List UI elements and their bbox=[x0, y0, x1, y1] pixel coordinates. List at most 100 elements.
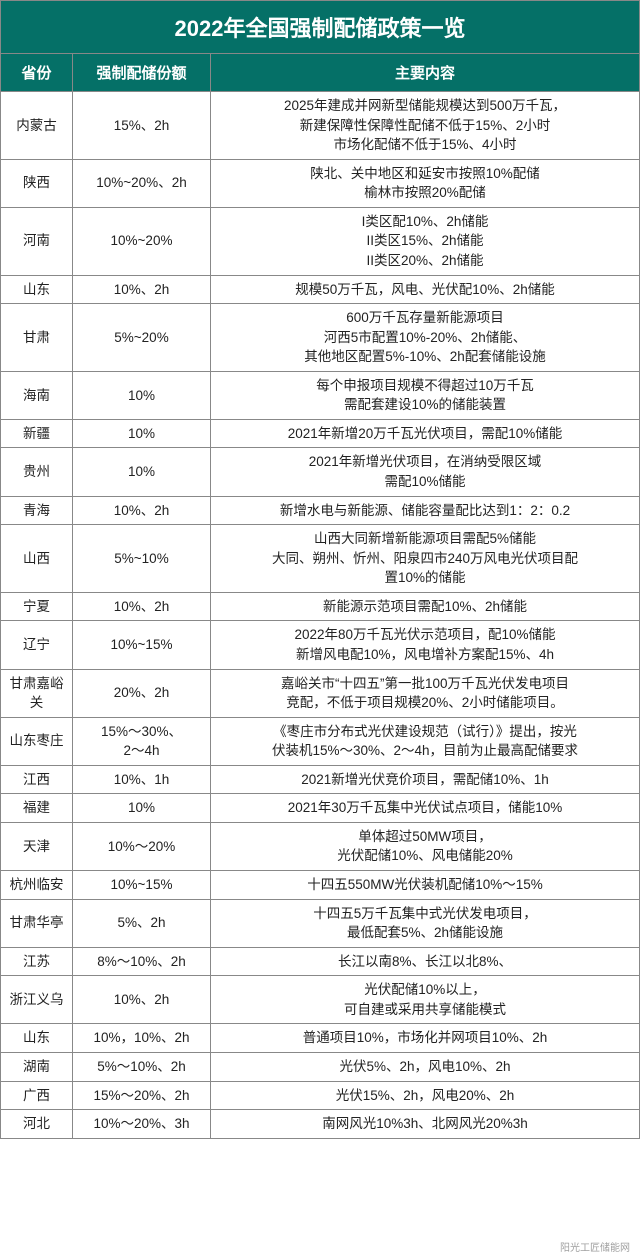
cell-desc: 2021年30万千瓦集中光伏试点项目，储能10% bbox=[211, 794, 640, 823]
cell-desc: 十四五5万千瓦集中式光伏发电项目，最低配套5%、2h储能设施 bbox=[211, 899, 640, 947]
cell-quota: 10% bbox=[73, 419, 211, 448]
cell-desc: 新增水电与新能源、储能容量配比达到1：2：0.2 bbox=[211, 496, 640, 525]
cell-province: 山东 bbox=[1, 275, 73, 304]
cell-desc: 新能源示范项目需配10%、2h储能 bbox=[211, 592, 640, 621]
cell-desc: 光伏配储10%以上，可自建或采用共享储能模式 bbox=[211, 976, 640, 1024]
cell-province: 河北 bbox=[1, 1110, 73, 1139]
cell-quota: 10%，10%、2h bbox=[73, 1024, 211, 1053]
cell-quota: 5%、2h bbox=[73, 899, 211, 947]
cell-desc: 2021年新增光伏项目，在消纳受限区域需配10%储能 bbox=[211, 448, 640, 496]
cell-province: 江苏 bbox=[1, 947, 73, 976]
cell-desc: 十四五550MW光伏装机配储10%～15% bbox=[211, 871, 640, 900]
table-row: 甘肃嘉峪关20%、2h嘉峪关市“十四五”第一批100万千瓦光伏发电项目竞配，不低… bbox=[1, 669, 640, 717]
cell-quota: 10%、2h bbox=[73, 592, 211, 621]
cell-province: 青海 bbox=[1, 496, 73, 525]
cell-province: 贵州 bbox=[1, 448, 73, 496]
cell-quota: 15%、2h bbox=[73, 92, 211, 160]
cell-province: 甘肃 bbox=[1, 304, 73, 372]
cell-province: 新疆 bbox=[1, 419, 73, 448]
cell-province: 天津 bbox=[1, 822, 73, 870]
policy-table: 2022年全国强制配储政策一览 省份 强制配储份额 主要内容 内蒙古15%、2h… bbox=[0, 0, 640, 1139]
cell-province: 山东枣庄 bbox=[1, 717, 73, 765]
cell-desc: 2025年建成并网新型储能规模达到500万千瓦，新建保障性保障性配储不低于15%… bbox=[211, 92, 640, 160]
cell-desc: 2022年80万千瓦光伏示范项目，配10%储能新增风电配10%，风电增补方案配1… bbox=[211, 621, 640, 669]
table-row: 陕西10%~20%、2h陕北、关中地区和延安市按照10%配储榆林市按照20%配储 bbox=[1, 159, 640, 207]
watermark-text: 阳光工匠储能网 bbox=[560, 1239, 630, 1254]
table-row: 山东10%，10%、2h普通项目10%，市场化并网项目10%、2h bbox=[1, 1024, 640, 1053]
table-row: 河北10%～20%、3h南网风光10%3h、北网风光20%3h bbox=[1, 1110, 640, 1139]
table-row: 福建10%2021年30万千瓦集中光伏试点项目，储能10% bbox=[1, 794, 640, 823]
cell-desc: 2021年新增20万千瓦光伏项目，需配10%储能 bbox=[211, 419, 640, 448]
table-row: 辽宁10%~15%2022年80万千瓦光伏示范项目，配10%储能新增风电配10%… bbox=[1, 621, 640, 669]
cell-desc: 陕北、关中地区和延安市按照10%配储榆林市按照20%配储 bbox=[211, 159, 640, 207]
cell-quota: 8%～10%、2h bbox=[73, 947, 211, 976]
table-row: 广西15%～20%、2h光伏15%、2h，风电20%、2h bbox=[1, 1081, 640, 1110]
cell-province: 辽宁 bbox=[1, 621, 73, 669]
title-row: 2022年全国强制配储政策一览 bbox=[1, 1, 640, 54]
cell-province: 内蒙古 bbox=[1, 92, 73, 160]
cell-desc: 光伏5%、2h，风电10%、2h bbox=[211, 1052, 640, 1081]
table-body: 内蒙古15%、2h2025年建成并网新型储能规模达到500万千瓦，新建保障性保障… bbox=[1, 92, 640, 1139]
table-row: 浙江义乌10%、2h光伏配储10%以上，可自建或采用共享储能模式 bbox=[1, 976, 640, 1024]
table-row: 贵州10%2021年新增光伏项目，在消纳受限区域需配10%储能 bbox=[1, 448, 640, 496]
cell-quota: 10%、2h bbox=[73, 275, 211, 304]
cell-quota: 20%、2h bbox=[73, 669, 211, 717]
cell-quota: 15%～30%、2～4h bbox=[73, 717, 211, 765]
cell-quota: 10% bbox=[73, 448, 211, 496]
cell-quota: 10%~15% bbox=[73, 871, 211, 900]
table-row: 杭州临安10%~15%十四五550MW光伏装机配储10%～15% bbox=[1, 871, 640, 900]
cell-province: 山东 bbox=[1, 1024, 73, 1053]
table-row: 内蒙古15%、2h2025年建成并网新型储能规模达到500万千瓦，新建保障性保障… bbox=[1, 92, 640, 160]
table-row: 海南10%每个申报项目规模不得超过10万千瓦需配套建设10%的储能装置 bbox=[1, 371, 640, 419]
cell-quota: 5%~20% bbox=[73, 304, 211, 372]
cell-province: 杭州临安 bbox=[1, 871, 73, 900]
table-row: 甘肃5%~20%600万千瓦存量新能源项目河西5市配置10%-20%、2h储能、… bbox=[1, 304, 640, 372]
cell-desc: 《枣庄市分布式光伏建设规范（试行）》提出，按光伏装机15%～30%、2～4h，目… bbox=[211, 717, 640, 765]
table-row: 江西10%、1h2021新增光伏竞价项目，需配储10%、1h bbox=[1, 765, 640, 794]
table-row: 山东10%、2h规模50万千瓦，风电、光伏配10%、2h储能 bbox=[1, 275, 640, 304]
col-header-quota: 强制配储份额 bbox=[73, 54, 211, 92]
table-title: 2022年全国强制配储政策一览 bbox=[1, 1, 640, 54]
table-row: 湖南5%～10%、2h光伏5%、2h，风电10%、2h bbox=[1, 1052, 640, 1081]
cell-desc: 规模50万千瓦，风电、光伏配10%、2h储能 bbox=[211, 275, 640, 304]
header-row: 省份 强制配储份额 主要内容 bbox=[1, 54, 640, 92]
cell-quota: 10% bbox=[73, 794, 211, 823]
cell-quota: 10%、2h bbox=[73, 496, 211, 525]
cell-quota: 5%～10%、2h bbox=[73, 1052, 211, 1081]
cell-quota: 5%~10% bbox=[73, 525, 211, 593]
col-header-province: 省份 bbox=[1, 54, 73, 92]
cell-quota: 10%~20% bbox=[73, 207, 211, 275]
cell-province: 浙江义乌 bbox=[1, 976, 73, 1024]
cell-desc: 单体超过50MW项目，光伏配储10%、风电储能20% bbox=[211, 822, 640, 870]
cell-desc: 每个申报项目规模不得超过10万千瓦需配套建设10%的储能装置 bbox=[211, 371, 640, 419]
cell-province: 甘肃嘉峪关 bbox=[1, 669, 73, 717]
cell-quota: 10%～20%、3h bbox=[73, 1110, 211, 1139]
cell-province: 河南 bbox=[1, 207, 73, 275]
cell-province: 江西 bbox=[1, 765, 73, 794]
cell-desc: 600万千瓦存量新能源项目河西5市配置10%-20%、2h储能、其他地区配置5%… bbox=[211, 304, 640, 372]
table-row: 山西5%~10%山西大同新增新能源项目需配5%储能大同、朔州、忻州、阳泉四市24… bbox=[1, 525, 640, 593]
cell-province: 甘肃华亭 bbox=[1, 899, 73, 947]
cell-quota: 15%～20%、2h bbox=[73, 1081, 211, 1110]
cell-desc: 南网风光10%3h、北网风光20%3h bbox=[211, 1110, 640, 1139]
cell-province: 陕西 bbox=[1, 159, 73, 207]
cell-quota: 10%、2h bbox=[73, 976, 211, 1024]
cell-desc: 普通项目10%，市场化并网项目10%、2h bbox=[211, 1024, 640, 1053]
cell-province: 福建 bbox=[1, 794, 73, 823]
cell-province: 广西 bbox=[1, 1081, 73, 1110]
table-row: 青海10%、2h新增水电与新能源、储能容量配比达到1：2：0.2 bbox=[1, 496, 640, 525]
cell-quota: 10%~20%、2h bbox=[73, 159, 211, 207]
cell-province: 山西 bbox=[1, 525, 73, 593]
table-row: 山东枣庄15%～30%、2～4h《枣庄市分布式光伏建设规范（试行）》提出，按光伏… bbox=[1, 717, 640, 765]
policy-table-container: 2022年全国强制配储政策一览 省份 强制配储份额 主要内容 内蒙古15%、2h… bbox=[0, 0, 640, 1139]
cell-province: 湖南 bbox=[1, 1052, 73, 1081]
cell-desc: 嘉峪关市“十四五”第一批100万千瓦光伏发电项目竞配，不低于项目规模20%、2小… bbox=[211, 669, 640, 717]
cell-quota: 10%~15% bbox=[73, 621, 211, 669]
cell-desc: I类区配10%、2h储能II类区15%、2h储能II类区20%、2h储能 bbox=[211, 207, 640, 275]
cell-desc: 2021新增光伏竞价项目，需配储10%、1h bbox=[211, 765, 640, 794]
cell-quota: 10% bbox=[73, 371, 211, 419]
cell-desc: 长江以南8%、长江以北8%、 bbox=[211, 947, 640, 976]
table-row: 宁夏10%、2h新能源示范项目需配10%、2h储能 bbox=[1, 592, 640, 621]
table-row: 新疆10%2021年新增20万千瓦光伏项目，需配10%储能 bbox=[1, 419, 640, 448]
cell-quota: 10%、1h bbox=[73, 765, 211, 794]
